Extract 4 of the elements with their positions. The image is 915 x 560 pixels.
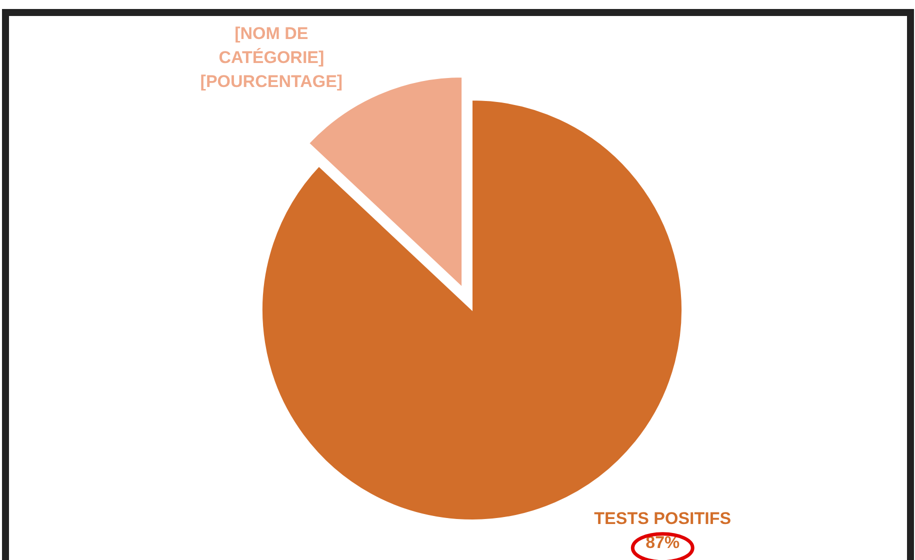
slice-label: TESTS POSITIFS bbox=[594, 508, 732, 528]
slice-label: [NOM DE CATÉGORIE] bbox=[218, 24, 324, 68]
data-label: [POURCENTAGE] bbox=[200, 72, 343, 92]
data-label: 87% bbox=[646, 532, 680, 552]
